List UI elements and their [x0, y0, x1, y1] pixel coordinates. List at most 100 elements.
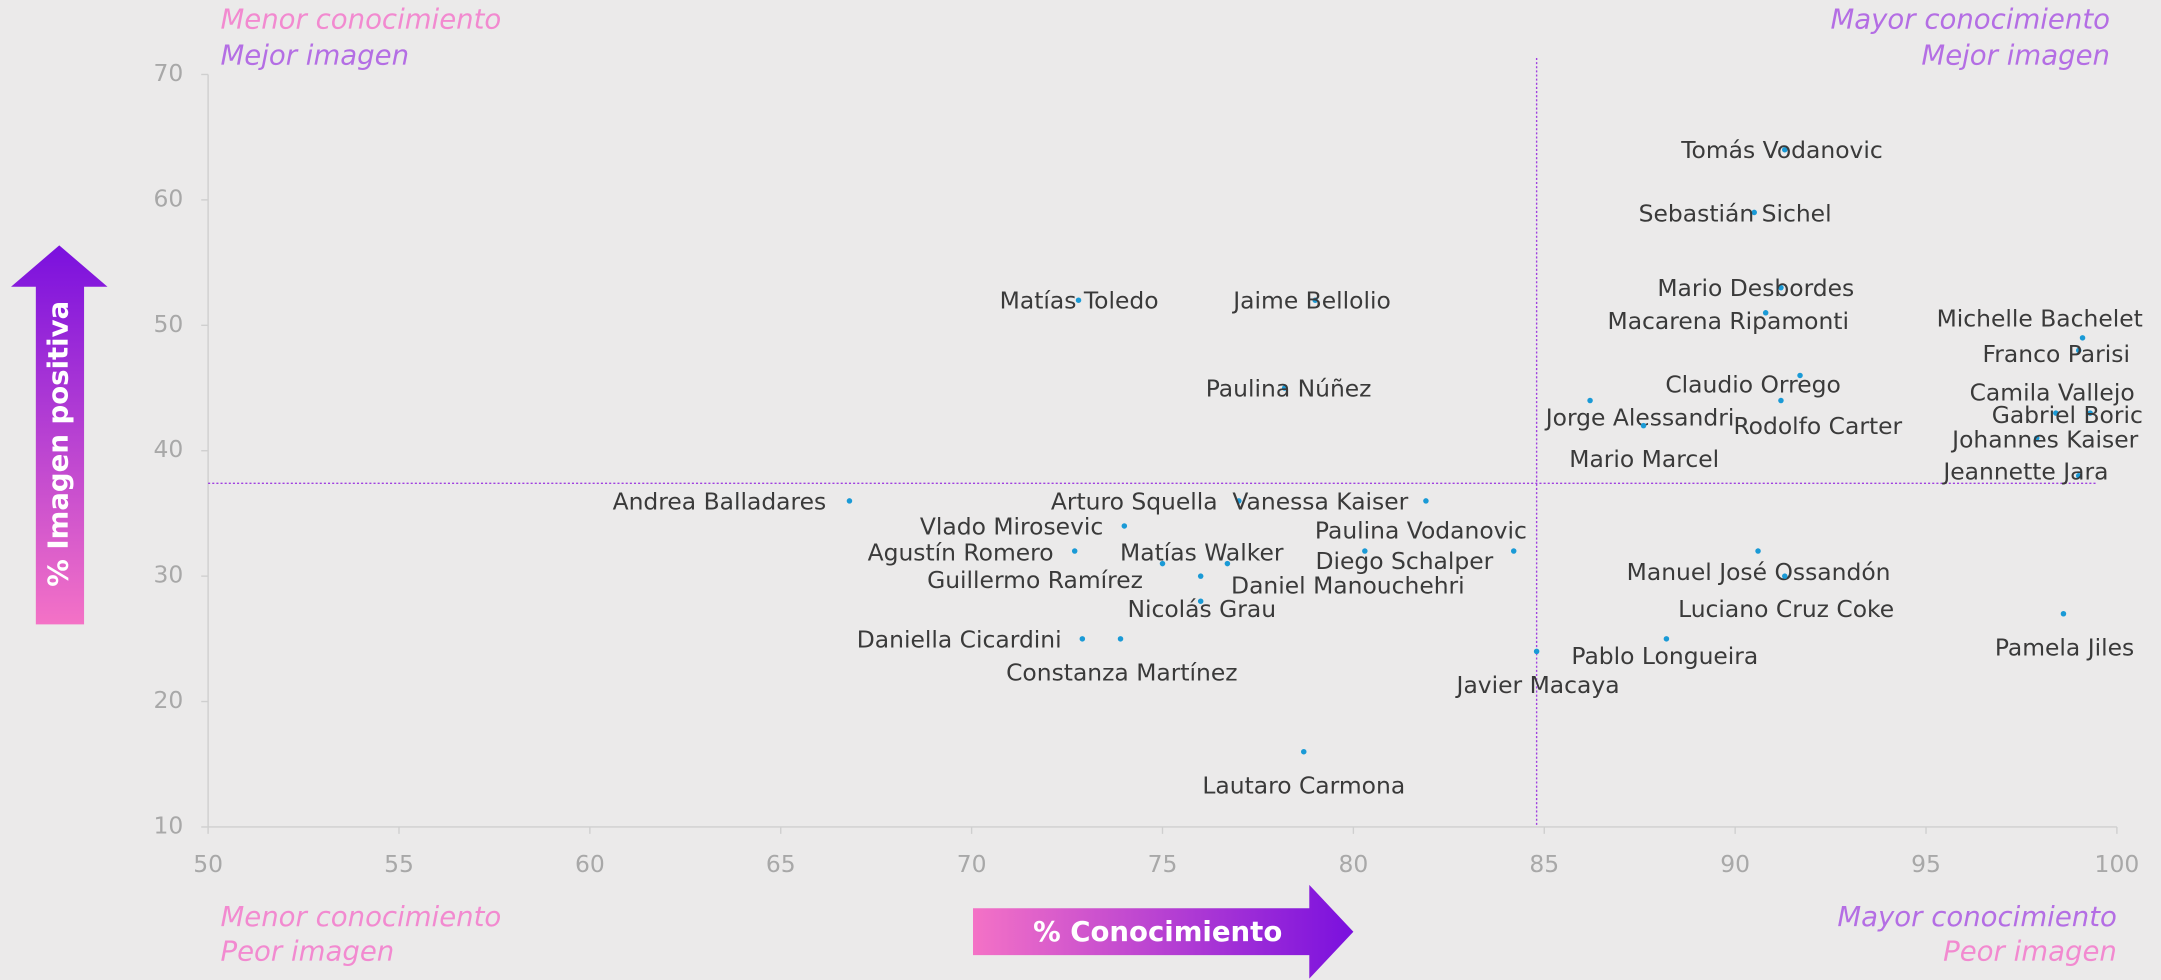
point	[1587, 397, 1593, 404]
point	[1312, 297, 1318, 303]
quadrant-label: Mejor imagen	[1921, 40, 2110, 72]
point-label: Javier Macaya	[1455, 671, 1620, 699]
x-tick-label: 95	[1911, 850, 1941, 878]
point	[1663, 636, 1670, 642]
x-tick-label: 80	[1338, 850, 1368, 878]
point-label: Gabriel Boric	[1992, 401, 2143, 429]
point-label: Jeannette Jara	[1941, 457, 2108, 485]
point	[1782, 146, 1788, 153]
point-label: Daniel Manouchehri	[1231, 572, 1465, 600]
point-label: Agustín Romero	[868, 539, 1054, 567]
x-tick-label: 55	[384, 850, 414, 878]
point-label: Jaime Bellolio	[1231, 286, 1391, 314]
point	[1423, 498, 1429, 504]
y-axis-title: % Imagen positiva	[42, 301, 74, 587]
point-label: Daniella Cicardini	[857, 625, 1062, 653]
point-label: Manuel José Ossandón	[1627, 558, 1891, 586]
x-tick-label: 100	[2095, 850, 2140, 878]
point	[2075, 473, 2082, 479]
point	[1778, 397, 1784, 404]
y-tick-label: 60	[154, 184, 184, 212]
point	[2053, 410, 2059, 416]
x-tick-label: 90	[1720, 850, 1750, 878]
point	[1121, 523, 1128, 529]
point-label: Tomás Vodanovic	[1680, 136, 1883, 164]
point	[1762, 310, 1769, 316]
point	[1362, 548, 1368, 554]
point	[1281, 385, 1288, 391]
point	[1782, 573, 1788, 579]
quadrant-label: Mayor conocimiento	[1830, 4, 2110, 36]
point-label: Macarena Ripamonti	[1608, 307, 1849, 335]
point	[2075, 347, 2082, 354]
y-arrow	[11, 245, 108, 625]
point	[1197, 598, 1204, 604]
quadrant-label: Menor conocimiento	[221, 901, 502, 933]
point	[1755, 548, 1761, 554]
point	[1224, 560, 1231, 567]
point-label: Mario Marcel	[1569, 445, 1719, 473]
point-label: Sebastián Sichel	[1639, 200, 1832, 228]
point-label: Michelle Bachelet	[1937, 304, 2143, 332]
point	[2087, 410, 2093, 416]
point	[1075, 297, 1082, 303]
point-label: Paulina Vodanovic	[1315, 517, 1527, 545]
point	[1079, 636, 1086, 642]
point	[1236, 498, 1242, 504]
point-label: Pablo Longueira	[1571, 642, 1758, 670]
point	[1751, 209, 1757, 216]
point-label: Lautaro Carmona	[1202, 771, 1405, 799]
point-label: Vlado Mirosevic	[920, 512, 1103, 540]
point	[1797, 372, 1803, 379]
point-label: Luciano Cruz Coke	[1678, 595, 1894, 623]
quadrant-label: Mejor imagen	[221, 40, 410, 72]
point	[2079, 335, 2086, 341]
y-tick-label: 30	[154, 561, 184, 589]
quadrant-label: Peor imagen	[221, 935, 395, 967]
point-label: Guillermo Ramírez	[927, 566, 1143, 594]
x-tick-label: 65	[766, 850, 796, 878]
point	[1640, 422, 1647, 429]
point-label: Jorge Alessandri	[1544, 404, 1735, 432]
x-tick-label: 85	[1529, 850, 1559, 878]
point	[1117, 636, 1124, 642]
point-label: Paulina Núñez	[1206, 375, 1372, 403]
point-label: Claudio Orrego	[1665, 370, 1840, 398]
y-tick-label: 50	[154, 310, 184, 338]
y-tick-label: 10	[154, 811, 184, 839]
point-label: Mario Desbordes	[1657, 274, 1854, 302]
point-label: Diego Schalper	[1315, 547, 1493, 575]
x-tick-label: 50	[193, 850, 223, 878]
point-label: Matías Walker	[1120, 539, 1284, 567]
point	[2060, 611, 2067, 617]
point-label: Pamela Jiles	[1995, 634, 2134, 662]
point	[1533, 648, 1540, 655]
point-label: Rodolfo Carter	[1733, 412, 1902, 440]
y-tick-label: 20	[154, 686, 184, 714]
point	[1159, 560, 1166, 567]
point	[1778, 284, 1784, 291]
quadrant-label: Menor conocimiento	[221, 4, 502, 36]
quadrant-label: Peor imagen	[1943, 935, 2117, 967]
x-tick-label: 75	[1148, 850, 1178, 878]
point-label: Constanza Martínez	[1006, 658, 1237, 686]
point	[2033, 435, 2040, 441]
x-arrow	[973, 884, 1354, 979]
point-label: Arturo Squella	[1051, 488, 1218, 516]
point-label: Andrea Balladares	[613, 488, 827, 516]
x-tick-label: 70	[957, 850, 987, 878]
point-label: Camila Vallejo	[1970, 379, 2135, 407]
point	[1197, 573, 1204, 579]
point-label: Vanessa Kaiser	[1232, 488, 1408, 516]
point-label: Johannes Kaiser	[1950, 426, 2138, 454]
point-label: Franco Parisi	[1983, 340, 2130, 368]
quadrant-label: Mayor conocimiento	[1837, 901, 2117, 933]
point	[846, 498, 853, 504]
point	[1300, 748, 1307, 755]
x-axis-title: % Conocimiento	[1033, 916, 1282, 948]
point	[1071, 548, 1078, 554]
y-tick-label: 40	[154, 435, 184, 463]
x-tick-label: 60	[575, 850, 605, 878]
